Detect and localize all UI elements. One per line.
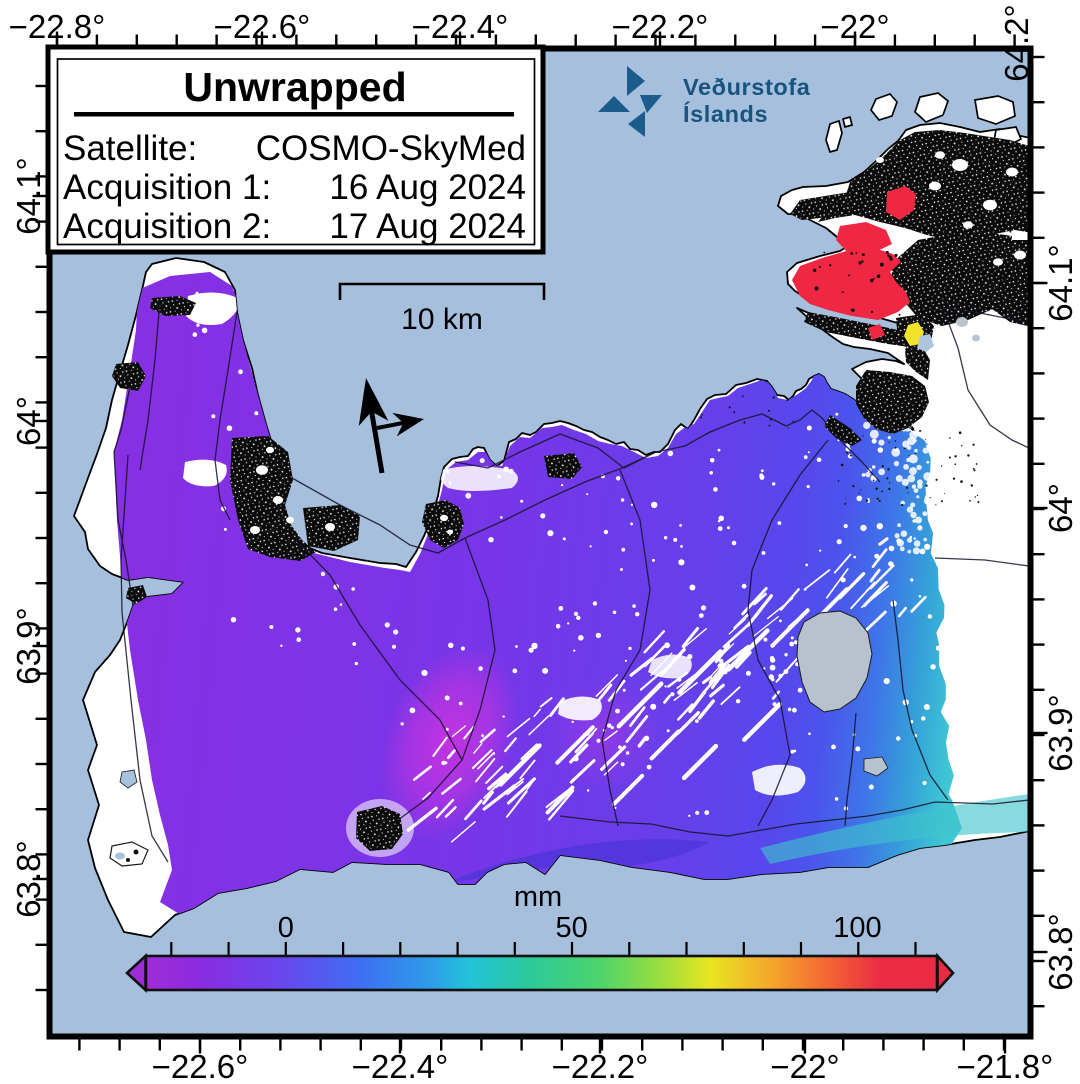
svg-text:−22.4°: −22.4° bbox=[412, 8, 509, 45]
svg-text:63.8°: 63.8° bbox=[10, 840, 47, 917]
svg-text:−22.6°: −22.6° bbox=[214, 8, 311, 45]
svg-text:64.1°: 64.1° bbox=[10, 157, 47, 234]
svg-text:−21.8°: −21.8° bbox=[957, 1048, 1054, 1084]
svg-text:−22.6°: −22.6° bbox=[152, 1048, 249, 1084]
svg-text:mm: mm bbox=[514, 881, 562, 913]
svg-text:−22.2°: −22.2° bbox=[612, 8, 709, 45]
svg-text:Satellite:: Satellite: bbox=[63, 129, 197, 168]
svg-text:63.8°: 63.8° bbox=[1042, 913, 1079, 990]
svg-text:64°: 64° bbox=[1042, 483, 1079, 533]
svg-text:10 km: 10 km bbox=[401, 303, 483, 336]
svg-text:17 Aug 2024: 17 Aug 2024 bbox=[329, 207, 526, 246]
svg-text:−22°: −22° bbox=[770, 1048, 839, 1084]
svg-text:−22.8°: −22.8° bbox=[9, 8, 106, 45]
svg-text:0: 0 bbox=[278, 912, 294, 944]
svg-text:63.9°: 63.9° bbox=[1042, 694, 1079, 771]
svg-text:−22.2°: −22.2° bbox=[552, 1048, 649, 1084]
svg-text:50: 50 bbox=[555, 912, 587, 944]
svg-text:COSMO-SkyMed: COSMO-SkyMed bbox=[256, 129, 526, 168]
svg-text:Unwrapped: Unwrapped bbox=[183, 64, 406, 110]
svg-text:−22°: −22° bbox=[820, 8, 889, 45]
svg-text:64°: 64° bbox=[10, 396, 47, 446]
svg-text:Acquisition 2:: Acquisition 2: bbox=[63, 207, 271, 246]
svg-text:64.1°: 64.1° bbox=[1042, 244, 1079, 321]
svg-text:64.2°: 64.2° bbox=[998, 4, 1035, 81]
svg-text:63.9°: 63.9° bbox=[10, 607, 47, 684]
svg-text:Veðurstofa: Veðurstofa bbox=[683, 74, 811, 100]
svg-text:16 Aug 2024: 16 Aug 2024 bbox=[329, 168, 526, 207]
svg-text:100: 100 bbox=[833, 912, 881, 944]
svg-text:Acquisition 1:: Acquisition 1: bbox=[63, 168, 271, 207]
svg-text:Íslands: Íslands bbox=[683, 100, 768, 127]
svg-text:−22.4°: −22.4° bbox=[352, 1048, 449, 1084]
